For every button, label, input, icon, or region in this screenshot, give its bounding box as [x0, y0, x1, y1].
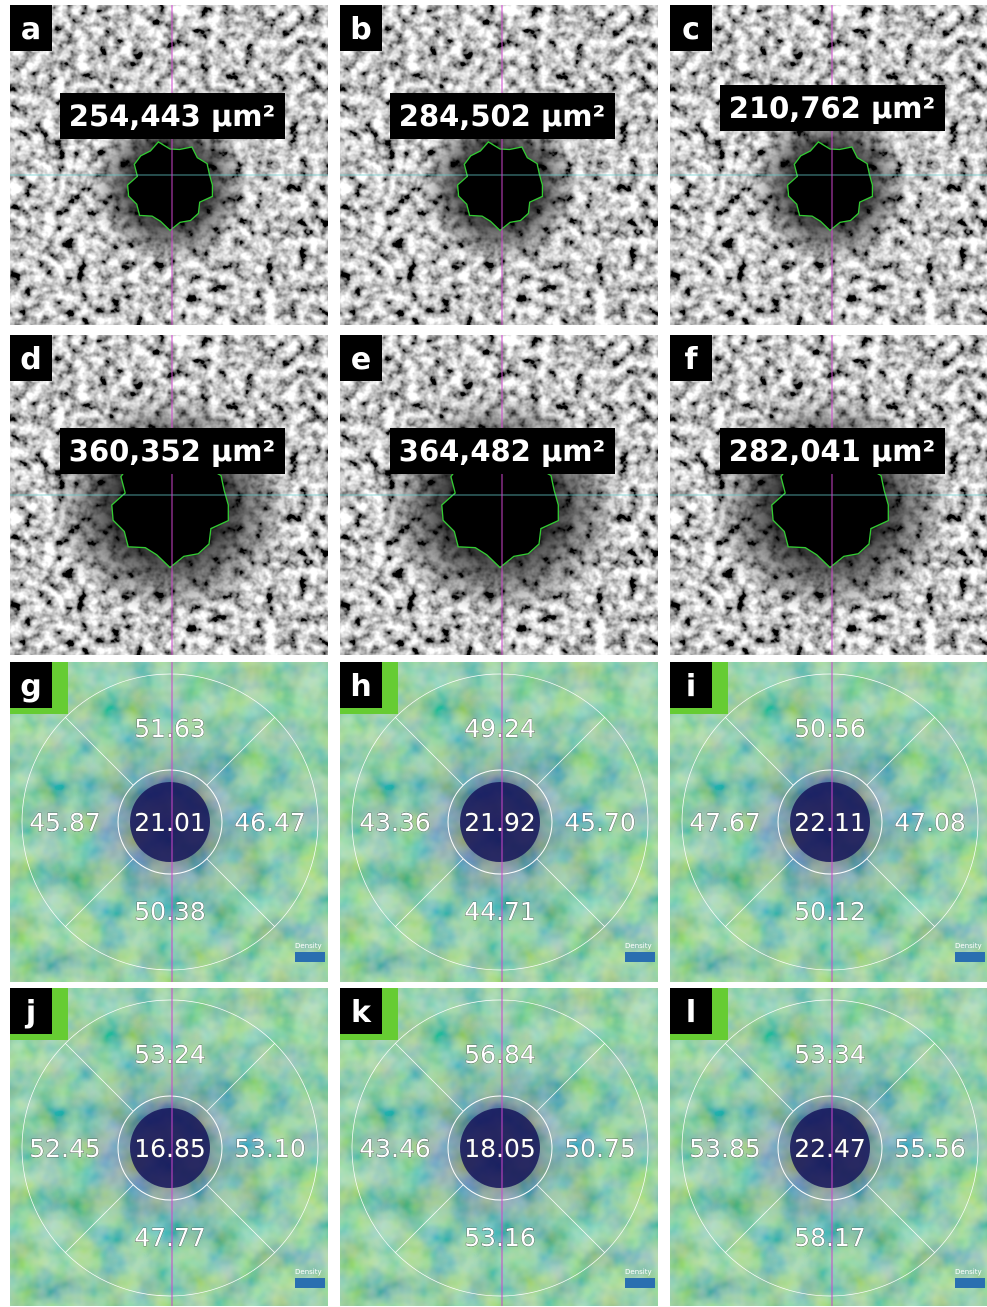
panel-label: c — [682, 12, 700, 47]
panel: 53.34 53.85 22.47 55.56 58.17 Density l — [670, 988, 987, 1306]
panel: 50.56 47.67 22.11 47.08 50.12 Density i — [670, 662, 987, 982]
density-left: 47.67 — [689, 808, 761, 837]
legend-title: Density — [625, 1268, 652, 1276]
density-center: 22.11 — [794, 808, 866, 837]
density-right: 47.08 — [894, 808, 966, 837]
faz-area: 282,041 μm² — [729, 434, 935, 468]
density-center: 21.92 — [464, 808, 536, 837]
figure: 254,443 μm² a 284,502 μm² b 210,762 μm² c 360,… — [0, 0, 987, 1307]
density-center: 18.05 — [464, 1134, 536, 1163]
panel-label: j — [25, 995, 36, 1030]
panel-image: 284,502 μm² b — [340, 5, 658, 325]
density-bottom: 50.38 — [134, 897, 206, 926]
panel-label: d — [20, 342, 41, 377]
panel-label: b — [350, 12, 371, 47]
density-center: 16.85 — [134, 1134, 206, 1163]
density-bottom: 53.16 — [464, 1223, 536, 1252]
density-bottom: 58.17 — [794, 1223, 866, 1252]
density-right: 55.56 — [894, 1134, 966, 1163]
density-top: 51.63 — [134, 714, 206, 743]
density-bottom: 50.12 — [794, 897, 866, 926]
panel-image: 210,762 μm² c — [670, 5, 987, 325]
legend-bar — [955, 952, 985, 962]
panel-image: 56.84 43.46 18.05 50.75 53.16 Density k — [340, 988, 658, 1306]
panel-label: a — [21, 12, 41, 47]
density-bottom: 44.71 — [464, 897, 536, 926]
density-top: 53.24 — [134, 1040, 206, 1069]
density-left: 52.45 — [29, 1134, 101, 1163]
panel-image: 282,041 μm² f — [670, 335, 987, 655]
density-left: 43.36 — [359, 808, 431, 837]
faz-area: 364,482 μm² — [399, 434, 605, 468]
panel-image: 360,352 μm² d — [10, 335, 328, 655]
panel-image: 254,443 μm² a — [10, 5, 328, 325]
density-top: 53.34 — [794, 1040, 866, 1069]
density-left: 43.46 — [359, 1134, 431, 1163]
faz-area: 210,762 μm² — [729, 91, 935, 125]
legend-title: Density — [955, 1268, 982, 1276]
density-center: 22.47 — [794, 1134, 866, 1163]
density-top: 50.56 — [794, 714, 866, 743]
density-top: 56.84 — [464, 1040, 536, 1069]
panel-image: 51.63 45.87 21.01 46.47 50.38 Density g — [10, 662, 328, 982]
density-center: 21.01 — [134, 808, 206, 837]
panel: 364,482 μm² e — [340, 335, 658, 655]
panel-label: l — [686, 995, 696, 1030]
panel-image: 49.24 43.36 21.92 45.70 44.71 Density h — [340, 662, 658, 982]
faz-area: 360,352 μm² — [69, 434, 275, 468]
legend-bar — [625, 952, 655, 962]
panel-label: k — [351, 995, 372, 1030]
panel-image: 364,482 μm² e — [340, 335, 658, 655]
legend-bar — [625, 1278, 655, 1288]
density-right: 53.10 — [234, 1134, 306, 1163]
density-top: 49.24 — [464, 714, 536, 743]
density-left: 53.85 — [689, 1134, 761, 1163]
density-bottom: 47.77 — [134, 1223, 206, 1252]
panel: 282,041 μm² f — [670, 335, 987, 655]
panel: 210,762 μm² c — [670, 5, 987, 325]
panel-image: 53.24 52.45 16.85 53.10 47.77 Density j — [10, 988, 328, 1306]
legend-bar — [955, 1278, 985, 1288]
faz-area: 284,502 μm² — [399, 99, 605, 133]
density-right: 45.70 — [564, 808, 636, 837]
panel-label: i — [686, 669, 696, 704]
panel-label: h — [350, 669, 371, 704]
panel: 51.63 45.87 21.01 46.47 50.38 Density g — [10, 662, 328, 982]
legend-bar — [295, 1278, 325, 1288]
panel: 53.24 52.45 16.85 53.10 47.77 Density j — [10, 988, 328, 1306]
panel: 49.24 43.36 21.92 45.70 44.71 Density h — [340, 662, 658, 982]
density-right: 50.75 — [564, 1134, 636, 1163]
density-right: 46.47 — [234, 808, 306, 837]
panel: 360,352 μm² d — [10, 335, 328, 655]
legend-title: Density — [295, 1268, 322, 1276]
panel-label: e — [351, 342, 371, 377]
legend-title: Density — [625, 942, 652, 950]
legend-title: Density — [295, 942, 322, 950]
panel-label: g — [20, 669, 41, 704]
panel: 284,502 μm² b — [340, 5, 658, 325]
panel-label: f — [684, 342, 698, 377]
panel-image: 53.34 53.85 22.47 55.56 58.17 Density l — [670, 988, 987, 1306]
panel: 254,443 μm² a — [10, 5, 328, 325]
density-left: 45.87 — [29, 808, 101, 837]
panel: 56.84 43.46 18.05 50.75 53.16 Density k — [340, 988, 658, 1306]
panel-image: 50.56 47.67 22.11 47.08 50.12 Density i — [670, 662, 987, 982]
legend-bar — [295, 952, 325, 962]
faz-area: 254,443 μm² — [69, 99, 275, 133]
legend-title: Density — [955, 942, 982, 950]
